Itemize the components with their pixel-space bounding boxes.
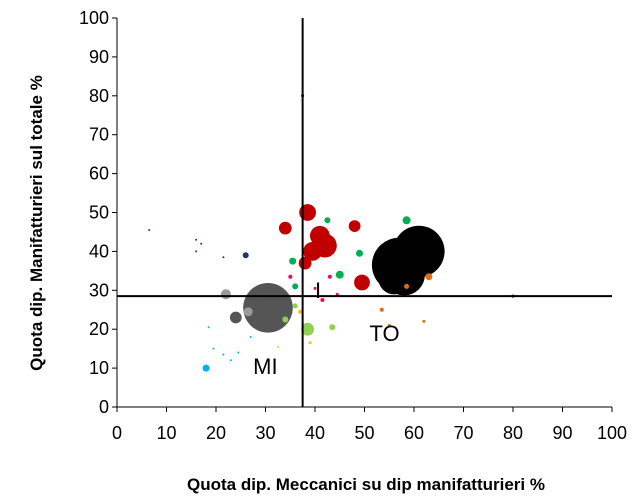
- x-tick-label: 10: [156, 423, 176, 443]
- data-point-pink: [335, 292, 339, 296]
- data-point-light_blue: [249, 336, 252, 338]
- x-tick-label: 0: [112, 423, 122, 443]
- data-point-pink: [288, 274, 293, 279]
- data-point-light_blue: [202, 364, 210, 372]
- data-point-green: [356, 249, 363, 257]
- data-point-navy: [148, 229, 151, 231]
- y-tick-label: 80: [89, 86, 109, 106]
- data-point-gray: [229, 311, 242, 324]
- x-tick-label: 30: [255, 423, 275, 443]
- y-tick-label: 0: [99, 397, 109, 417]
- data-point-red: [298, 256, 312, 270]
- annotation-label: MI: [253, 354, 277, 379]
- data-point-light_blue: [254, 363, 257, 366]
- data-point-light_green: [301, 322, 314, 336]
- y-axis-title: Quota dip. Manifatturieri sul totale %: [27, 75, 46, 371]
- y-tick-label: 20: [89, 319, 109, 339]
- data-point-navy: [242, 252, 249, 259]
- data-point-light_green: [292, 303, 298, 309]
- data-point-pink: [327, 274, 332, 279]
- annotation-label: TO: [369, 321, 399, 346]
- y-tick-label: 50: [89, 203, 109, 223]
- data-point-yellow: [298, 309, 303, 314]
- data-point-green: [324, 217, 331, 224]
- data-point-navy: [200, 242, 203, 245]
- annotation-label: I: [315, 278, 321, 303]
- y-tick-label: 30: [89, 280, 109, 300]
- data-point-light_blue: [212, 347, 215, 350]
- data-point-orange: [425, 273, 433, 281]
- x-tick-label: 100: [597, 423, 627, 443]
- data-point-light_blue: [237, 351, 240, 354]
- data-point-green: [335, 270, 344, 279]
- bubble-layer: [148, 94, 515, 372]
- data-point-pink: [313, 286, 317, 290]
- data-point-red: [303, 242, 322, 261]
- data-point-green: [402, 216, 411, 225]
- data-point-red: [354, 274, 370, 291]
- data-point-green: [292, 283, 299, 290]
- x-tick-label: 60: [404, 423, 424, 443]
- data-point-light_blue: [229, 359, 232, 362]
- data-point-orange: [379, 307, 384, 312]
- reference-lines: [117, 18, 612, 407]
- data-point-green: [289, 257, 297, 265]
- data-point-red: [348, 220, 361, 233]
- data-point-light_green: [329, 324, 336, 331]
- x-axis-title: Quota dip. Meccanici su dip manifatturie…: [187, 475, 545, 494]
- data-point-orange: [422, 319, 426, 323]
- y-tick-label: 10: [89, 358, 109, 378]
- axes: 0 10 20 30 40 50 60 70 80 90 100 0 10 20 30 40 50 60 70 80 9…: [79, 8, 627, 443]
- data-point-pink: [320, 298, 325, 302]
- data-point-light_blue: [207, 326, 210, 329]
- x-tick-label: 90: [552, 423, 572, 443]
- x-tick-label: 40: [305, 423, 325, 443]
- data-point-orange: [387, 323, 391, 327]
- data-point-light_gray: [243, 307, 253, 317]
- data-point-yellow: [308, 341, 312, 345]
- x-tick-label: 50: [354, 423, 374, 443]
- data-point-orange: [404, 283, 410, 289]
- data-point-red: [310, 225, 330, 246]
- data-point-black: [378, 262, 411, 295]
- annotations: TO MI I: [253, 278, 399, 379]
- y-tick-label: 90: [89, 47, 109, 67]
- data-point-navy: [222, 256, 225, 259]
- y-tick-label: 70: [89, 125, 109, 145]
- y-tick-label: 60: [89, 164, 109, 184]
- data-point-yellow: [276, 345, 279, 348]
- data-point-light_green: [282, 316, 289, 323]
- y-tick-label: 40: [89, 241, 109, 261]
- x-tick-label: 70: [453, 423, 473, 443]
- data-point-navy: [195, 250, 198, 253]
- data-point-light_gray: [220, 289, 231, 300]
- x-tick-label: 80: [503, 423, 523, 443]
- data-point-light_blue: [222, 353, 225, 356]
- y-tick-label: 100: [79, 8, 109, 28]
- x-tick-label: 20: [206, 423, 226, 443]
- data-point-red: [278, 221, 292, 235]
- data-point-navy: [195, 238, 198, 241]
